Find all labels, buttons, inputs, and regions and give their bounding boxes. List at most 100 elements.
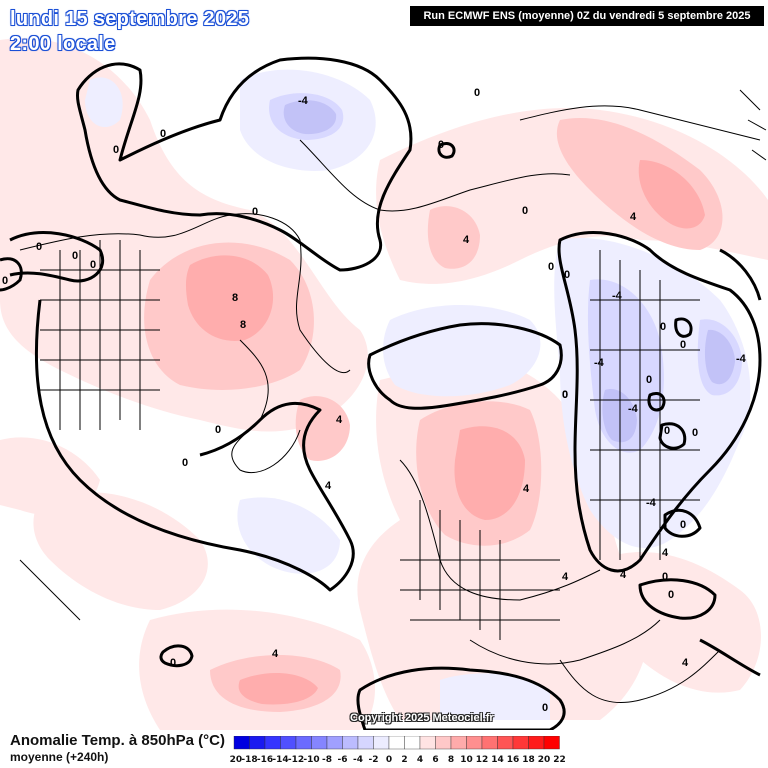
isoline-label: 0 bbox=[664, 425, 670, 437]
legend-swatches bbox=[233, 736, 560, 750]
isoline-label: 0 bbox=[562, 389, 568, 401]
isoline-label: -4 bbox=[628, 403, 639, 415]
legend-tick-label: -16 bbox=[257, 755, 273, 765]
legend-tick-label: 22 bbox=[553, 755, 566, 765]
isoline-label: -4 bbox=[646, 497, 657, 509]
legend-tick-label: -2 bbox=[369, 755, 379, 765]
isoline-label: 0 bbox=[548, 261, 554, 273]
isoline-label: 0 bbox=[660, 321, 666, 333]
isoline-label: 0 bbox=[680, 339, 686, 351]
isoline-label: -4 bbox=[298, 95, 309, 107]
warm-anomaly-strong bbox=[185, 160, 705, 705]
isoline-label: 0 bbox=[542, 702, 548, 714]
legend-tick-label: -6 bbox=[338, 755, 348, 765]
zero-anomaly-contours bbox=[0, 56, 762, 730]
legend-swatch bbox=[481, 736, 498, 750]
isoline-label: -4 bbox=[736, 353, 747, 365]
legend-tick-label: 14 bbox=[491, 755, 504, 765]
field-subtitle: moyenne (+240h) bbox=[10, 750, 109, 764]
isoline-label: 0 bbox=[646, 374, 652, 386]
isoline-label: 4 bbox=[336, 414, 343, 426]
coastlines bbox=[19, 89, 767, 704]
temperature-anomaly-map: -4 0 0 0 0 0 0 0 0 8 8 0 0 4 4 0 4 0 -4 … bbox=[0, 38, 768, 730]
isoline-label: 4 bbox=[662, 547, 669, 559]
isoline-label: 0 bbox=[668, 589, 674, 601]
isoline-label: 4 bbox=[272, 648, 279, 660]
isoline-label: 8 bbox=[232, 292, 238, 304]
legend-tick-label: 2 bbox=[401, 755, 407, 765]
legend-swatch bbox=[404, 736, 421, 750]
isoline-label: 4 bbox=[325, 480, 332, 492]
copyright-notice: Copyright 2025 Meteociel.fr bbox=[350, 712, 494, 724]
isoline-label: 4 bbox=[562, 571, 569, 583]
isoline-label: 4 bbox=[620, 569, 627, 581]
isoline-label: 0 bbox=[72, 250, 78, 262]
legend-swatch bbox=[357, 736, 374, 750]
legend-swatch bbox=[295, 736, 312, 750]
isoline-label: 0 bbox=[562, 389, 568, 401]
legend-tick-label: 6 bbox=[432, 755, 438, 765]
isoline-label: 0 bbox=[170, 657, 176, 669]
isoline-label: 4 bbox=[523, 483, 530, 495]
legend-tick-label: 0 bbox=[386, 755, 392, 765]
legend-swatch bbox=[512, 736, 529, 750]
isoline-label: 0 bbox=[474, 87, 480, 99]
legend-tick-label: -10 bbox=[303, 755, 319, 765]
legend-swatch bbox=[466, 736, 483, 750]
legend-swatch bbox=[528, 736, 545, 750]
isoline-label: 0 bbox=[160, 128, 166, 140]
isoline-label: 0 bbox=[90, 259, 96, 271]
legend-tick-label: -14 bbox=[272, 755, 288, 765]
isoline-label: 0 bbox=[2, 275, 8, 287]
forecast-date: lundi 15 septembre 2025 bbox=[10, 8, 250, 30]
isoline-label: 4 bbox=[630, 211, 637, 223]
legend-tick-label: -18 bbox=[241, 755, 257, 765]
legend-tick-label: 20 bbox=[538, 755, 551, 765]
isoline-label: 0 bbox=[438, 139, 444, 151]
legend-swatch bbox=[419, 736, 436, 750]
legend-swatch bbox=[311, 736, 328, 750]
color-scale-legend: -20-18-16-14-12-10-8-6-4-202468101214161… bbox=[230, 736, 566, 765]
legend-swatch bbox=[249, 736, 266, 750]
legend-tick-label: -20 bbox=[230, 755, 242, 765]
run-info-banner: Run ECMWF ENS (moyenne) 0Z du vendredi 5… bbox=[410, 6, 764, 26]
legend-swatch bbox=[326, 736, 343, 750]
forecast-local-time: 2:00 locale bbox=[10, 33, 116, 55]
legend-tick-label: -4 bbox=[353, 755, 363, 765]
isoline-label: 4 bbox=[682, 657, 689, 669]
legend-tick-label: 12 bbox=[476, 755, 489, 765]
legend-tick-label: -8 bbox=[322, 755, 332, 765]
isoline-label: 0 bbox=[113, 144, 119, 156]
isoline-label: 0 bbox=[564, 269, 570, 281]
isoline-label: 0 bbox=[662, 571, 668, 583]
isoline-label: 0 bbox=[692, 427, 698, 439]
isoline-label: 0 bbox=[522, 205, 528, 217]
legend-tick-label: 10 bbox=[460, 755, 473, 765]
legend-swatch bbox=[342, 736, 359, 750]
isoline-label: 0 bbox=[36, 241, 42, 253]
legend-swatch bbox=[264, 736, 281, 750]
field-title: Anomalie Temp. à 850hPa (°C) bbox=[10, 732, 225, 749]
isoline-labels: -4 0 0 0 0 0 0 0 0 8 8 0 0 4 4 0 4 0 -4 … bbox=[2, 87, 747, 714]
isoline-label: 0 bbox=[182, 457, 188, 469]
legend-swatch bbox=[280, 736, 297, 750]
legend-tick-label: 16 bbox=[507, 755, 520, 765]
legend-tick-label: 4 bbox=[417, 755, 423, 765]
legend-tick-label: 8 bbox=[448, 755, 454, 765]
isoline-label: 4 bbox=[463, 234, 470, 246]
legend-swatch bbox=[435, 736, 452, 750]
legend-tick-label: -12 bbox=[288, 755, 304, 765]
legend-swatch bbox=[497, 736, 514, 750]
legend-swatch bbox=[388, 736, 405, 750]
isoline-label: 0 bbox=[215, 424, 221, 436]
legend-swatch bbox=[450, 736, 467, 750]
legend-labels: -20-18-16-14-12-10-8-6-4-202468101214161… bbox=[230, 755, 566, 765]
legend-swatch bbox=[543, 736, 560, 750]
legend-swatch bbox=[373, 736, 390, 750]
isoline-label: -4 bbox=[612, 290, 623, 302]
isoline-label: 0 bbox=[252, 206, 258, 218]
legend-tick-label: 18 bbox=[522, 755, 535, 765]
isoline-label: -4 bbox=[594, 357, 605, 369]
isoline-label: 8 bbox=[240, 319, 246, 331]
isoline-label: 0 bbox=[680, 519, 686, 531]
